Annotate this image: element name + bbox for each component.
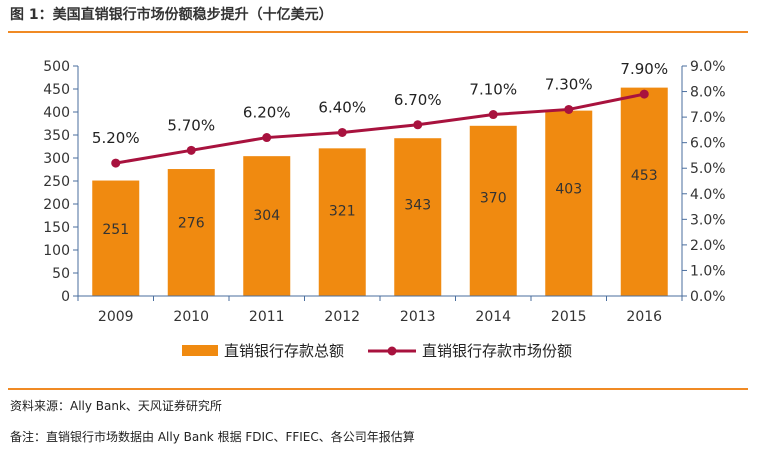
right-tick-label: 0.0% [690,289,726,305]
share-point [262,133,272,143]
share-point [337,127,347,137]
share-point [488,110,498,120]
bar [243,156,291,296]
top-divider [8,31,748,33]
bar [469,125,517,296]
left-tick-label: 300 [43,151,70,167]
share-point [413,120,423,130]
figure-title: 图 1：美国直销银行市场份额稳步提升（十亿美元） [10,7,333,23]
share-point [564,104,574,114]
right-tick-label: 5.0% [690,161,726,177]
x-tick-label: 2014 [475,309,511,325]
share-value-label: 7.30% [545,75,593,93]
bar-value-label: 304 [253,208,280,224]
legend-label-line: 直销银行存款市场份额 [422,342,572,360]
bar-value-label: 251 [102,222,129,238]
bar [167,169,215,296]
share-value-label: 6.40% [318,98,366,116]
legend-swatch-bar [182,345,218,356]
left-axis: 0 50 100 150 200 250 300 350 400 450 500 [43,59,79,305]
share-value-label: 5.20% [92,129,140,147]
left-tick-label: 0 [61,289,70,305]
bar-value-label: 370 [480,190,507,206]
remark-note: 备注：直销银行市场数据由 Ally Bank 根据 FDIC、FFIEC、各公司… [10,430,415,444]
bar-value-label: 321 [329,203,356,219]
right-tick-label: 2.0% [690,238,726,254]
chart: 251 276 304 321 343 370 403 453 0 50 100 150 200 250… [43,59,726,360]
share-line [115,92,645,165]
share-value-label: 6.20% [243,104,291,122]
share-value-label: 6.70% [394,91,442,109]
x-tick-label: 2015 [551,309,587,325]
source-note: 资料来源：Ally Bank、天风证券研究所 [10,399,222,413]
bar-series: 251 276 304 321 343 370 403 453 [92,87,668,297]
left-tick-label: 100 [43,243,70,259]
legend: 直销银行存款总额 直销银行存款市场份额 [182,342,572,360]
share-point [639,89,649,99]
right-tick-label: 3.0% [690,212,726,228]
right-tick-label: 8.0% [690,85,726,101]
bar [545,110,593,297]
right-axis: 0.0% 1.0% 2.0% 3.0% 4.0% 5.0% 6.0% 7.0% 8.0% 9.0% [681,59,726,305]
bar [620,87,668,297]
x-tick-label: 2011 [249,309,285,325]
left-tick-label: 500 [43,59,70,75]
share-value-label: 7.90% [620,60,668,78]
right-tick-label: 4.0% [690,187,726,203]
bar [394,138,442,296]
left-tick-label: 450 [43,82,70,98]
right-tick-label: 6.0% [690,136,726,152]
right-tick-label: 9.0% [690,59,726,75]
x-tick-label: 2016 [626,309,662,325]
left-tick-label: 150 [43,220,70,236]
x-tick-label: 2013 [400,309,436,325]
bar [318,148,366,296]
left-tick-label: 350 [43,128,70,144]
right-tick-label: 1.0% [690,263,726,279]
share-point [111,158,121,168]
x-tick-label: 2012 [324,309,360,325]
share-value-label: 7.10% [469,81,517,99]
x-tick-label: 2010 [173,309,209,325]
bottom-divider [8,388,748,390]
x-axis: 2009 2010 2011 2012 2013 2014 2015 2016 [77,295,683,325]
line-series: 5.20% 5.70% 6.20% 6.40% 6.70% 7.10% 7.30% 7.90% [92,60,668,168]
right-tick-label: 7.0% [690,110,726,126]
bar-value-label: 453 [631,168,658,184]
share-value-label: 5.70% [167,116,215,134]
x-tick-label: 2009 [98,309,134,325]
left-tick-label: 200 [43,197,70,213]
legend-label-bar: 直销银行存款总额 [224,342,344,360]
bar-value-label: 343 [404,197,431,213]
bar-value-label: 403 [555,181,582,197]
left-tick-label: 250 [43,174,70,190]
legend-swatch-marker [387,346,397,356]
bar-value-label: 276 [178,215,205,231]
left-tick-label: 400 [43,105,70,121]
bar [92,180,140,296]
left-tick-label: 50 [52,266,70,282]
share-point [186,145,196,155]
